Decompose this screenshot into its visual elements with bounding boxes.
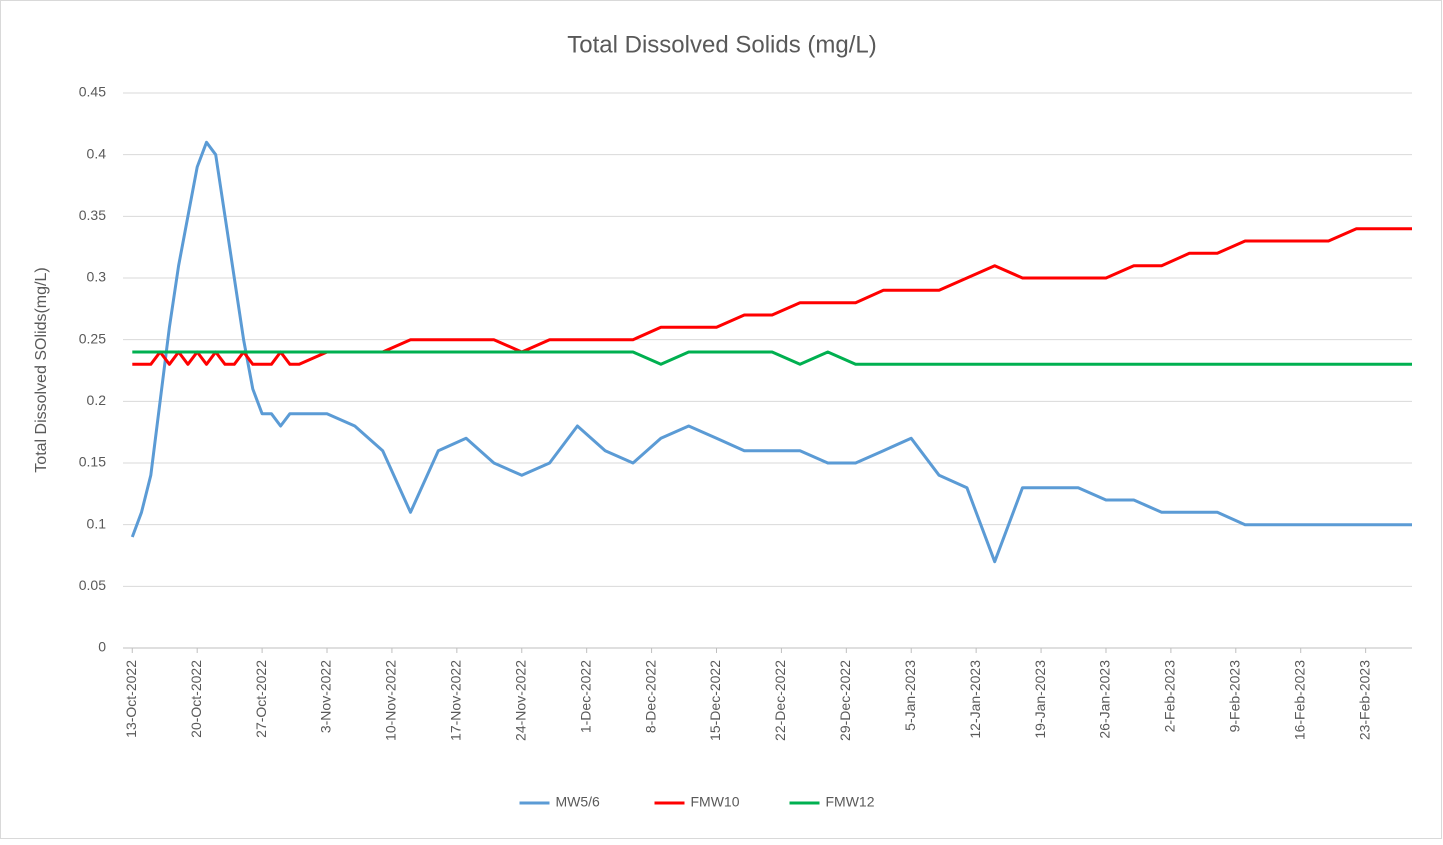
x-tick-label: 8-Dec-2022 (642, 660, 658, 733)
x-tick-label: 12-Jan-2023 (967, 660, 983, 739)
data-line (130, 140, 1412, 564)
y-tick-label: 0.35 (79, 207, 106, 223)
x-tick-label: 2-Feb-2023 (1162, 660, 1178, 733)
y-tick-label: 0.1 (87, 515, 107, 531)
y-axis-label: Total Dissolved SOlids(mg/L) (33, 267, 50, 472)
legend-label: FMW10 (691, 794, 740, 810)
x-tick-label: 22-Dec-2022 (772, 660, 788, 741)
x-tick-label: 20-Oct-2022 (188, 660, 204, 738)
chart-title: Total Dissolved Solids (mg/L) (567, 31, 876, 58)
x-tick-label: 16-Feb-2023 (1291, 660, 1307, 740)
x-tick-label: 5-Jan-2023 (902, 660, 918, 731)
y-tick-label: 0.4 (87, 145, 107, 161)
x-tick-label: 23-Feb-2023 (1356, 660, 1372, 740)
data-line (132, 227, 1412, 366)
y-tick-label: 0.3 (87, 269, 107, 285)
x-tick-label: 10-Nov-2022 (383, 660, 399, 741)
y-tick-label: 0.25 (79, 330, 106, 346)
x-tick-label: 17-Nov-2022 (448, 660, 464, 741)
data-line (132, 350, 1412, 366)
y-tick-label: 0.15 (79, 454, 106, 470)
y-tick-label: 0 (98, 639, 106, 655)
y-tick-label: 0.05 (79, 577, 106, 593)
x-tick-label: 19-Jan-2023 (1032, 660, 1048, 739)
x-tick-label: 3-Nov-2022 (318, 660, 334, 733)
y-tick-label: 0.2 (87, 392, 107, 408)
legend-label: MW5/6 (556, 794, 601, 810)
x-tick-label: 26-Jan-2023 (1097, 660, 1113, 739)
x-tick-label: 13-Oct-2022 (123, 660, 139, 738)
legend-label: FMW12 (826, 794, 875, 810)
x-tick-label: 9-Feb-2023 (1227, 660, 1243, 733)
x-tick-label: 29-Dec-2022 (837, 660, 853, 741)
x-tick-label: 15-Dec-2022 (707, 660, 723, 741)
x-tick-label: 24-Nov-2022 (512, 660, 528, 741)
x-tick-label: 1-Dec-2022 (577, 660, 593, 733)
x-tick-label: 27-Oct-2022 (253, 660, 269, 738)
y-tick-label: 0.45 (79, 84, 106, 100)
